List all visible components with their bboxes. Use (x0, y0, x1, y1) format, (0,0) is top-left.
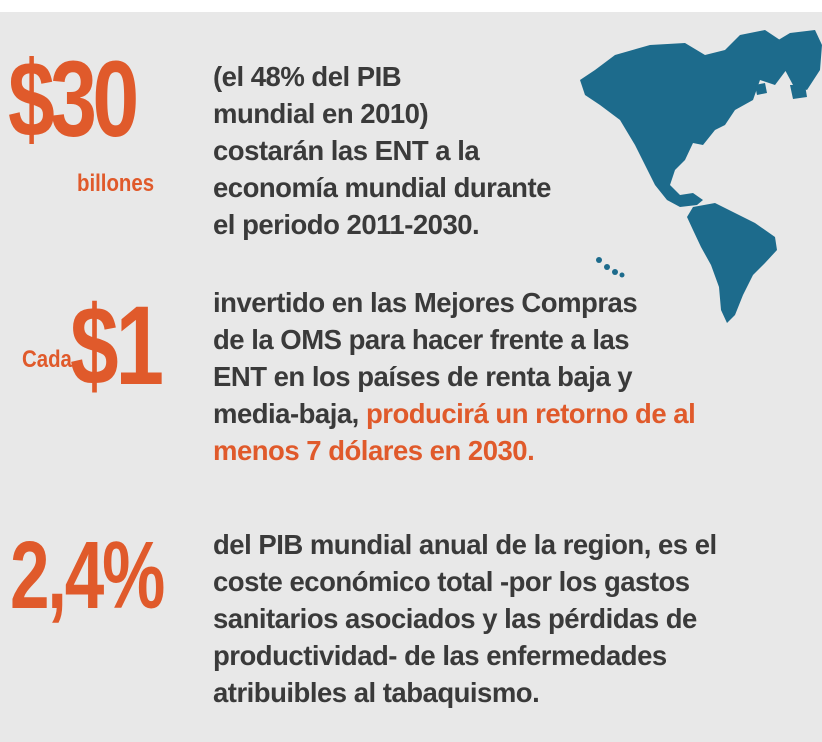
text-highlight-line: menos 7 dólares en 2030. (213, 435, 535, 466)
text-line: productividad- de las enfermedades (213, 640, 667, 671)
text-plain: media-baja, (213, 398, 366, 429)
top-bar (0, 0, 822, 12)
stat-1-value: $1 (70, 283, 164, 408)
stat-30-unit: billones (77, 170, 155, 197)
text-line: invertido en las Mejores Compras (213, 287, 638, 318)
stat-30-description: (el 48% del PIB mundial en 2010) costará… (213, 58, 613, 243)
text-highlight: producirá un retorno de al (365, 398, 696, 429)
text-line: mundial en 2010) (213, 98, 429, 129)
world-map-americas-icon (580, 30, 822, 323)
stat-24-description: del PIB mundial anual de la region, es e… (213, 526, 813, 711)
text-line: sanitarios asociados y las pérdidas de (213, 603, 697, 634)
text-line: de la OMS para hacer frente a las (213, 324, 630, 355)
text-line: el periodo 2011-2030. (213, 209, 480, 240)
text-line: economía mundial durante (213, 172, 551, 203)
text-line: media-baja, producirá un retorno de al (213, 395, 813, 432)
text-line: (el 48% del PIB (213, 61, 402, 92)
stat-1-prefix: Cada (22, 346, 72, 373)
stat-1-description: invertido en las Mejores Compras de la O… (213, 284, 813, 469)
text-line: atribuibles al tabaquismo. (213, 677, 540, 708)
stat-24-value: 2,4% (10, 522, 165, 629)
stat-30-value: $30 (8, 38, 139, 159)
text-line: del PIB mundial anual de la region, es e… (213, 529, 717, 560)
text-line: costarán las ENT a la (213, 135, 480, 166)
text-line: ENT en los países de renta baja y (213, 361, 633, 392)
text-line: coste económico total -por los gastos (213, 566, 690, 597)
